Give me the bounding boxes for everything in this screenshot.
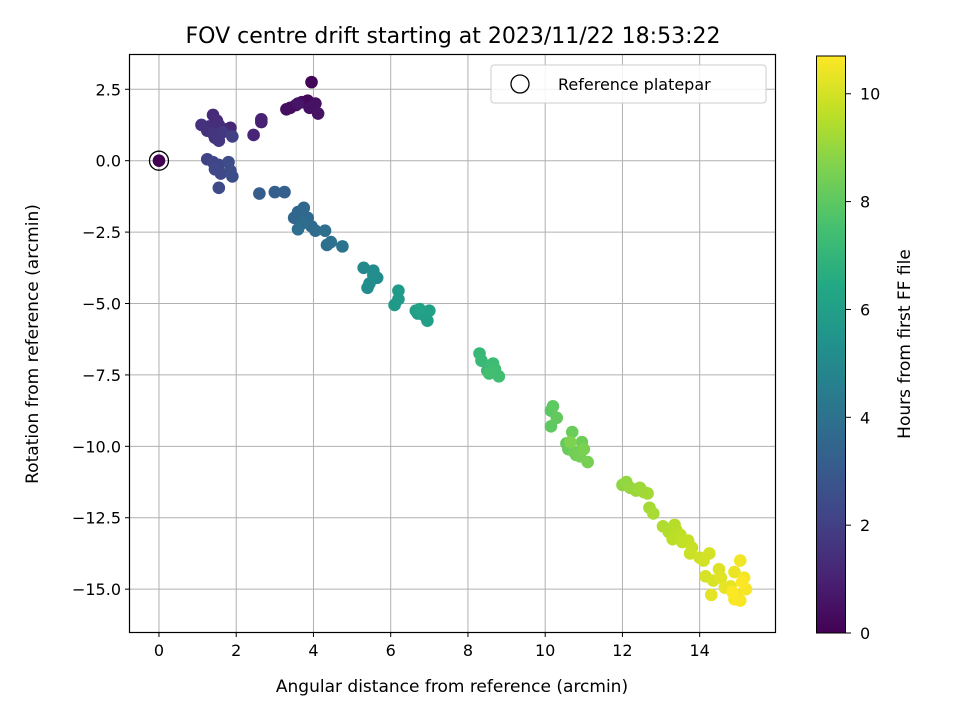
colorbar-tick-label: 0 bbox=[860, 624, 870, 643]
reference-platepar-circle bbox=[148, 150, 170, 171]
y-tick-label: −5.0 bbox=[82, 295, 121, 314]
data-point bbox=[703, 547, 716, 560]
x-tick-label: 8 bbox=[463, 641, 473, 660]
x-tick-label: 4 bbox=[308, 641, 318, 660]
y-tick-label: −12.5 bbox=[72, 509, 121, 528]
data-point bbox=[728, 565, 741, 579]
data-point bbox=[726, 585, 739, 599]
x-tick-label: 0 bbox=[154, 641, 164, 660]
data-point bbox=[280, 102, 293, 116]
legend: Reference platepar bbox=[490, 64, 767, 104]
data-point bbox=[563, 435, 577, 449]
data-point bbox=[278, 185, 291, 199]
data-point bbox=[581, 455, 594, 469]
colorbar-tick-label: 4 bbox=[860, 408, 870, 427]
y-tick-label: 2.5 bbox=[96, 80, 121, 99]
colorbar-tick-label: 6 bbox=[860, 300, 870, 319]
data-point bbox=[683, 547, 697, 560]
data-point bbox=[714, 571, 728, 585]
data-point bbox=[704, 588, 718, 602]
x-tick-label: 12 bbox=[612, 641, 632, 660]
data-point bbox=[357, 261, 370, 275]
data-point bbox=[647, 507, 660, 520]
y-axis-label: Rotation from reference (arcmin) bbox=[23, 204, 43, 484]
data-point bbox=[214, 167, 228, 180]
data-point bbox=[309, 97, 322, 110]
y-axis-ticks: 2.5 0.0 −2.5 −5.0 −7.5 −10.0 −12.5 −15.0 bbox=[72, 80, 130, 599]
data-point bbox=[309, 224, 322, 237]
data-point bbox=[421, 314, 434, 327]
data-point bbox=[392, 284, 405, 297]
grid-lines bbox=[130, 55, 775, 632]
y-tick-label: −2.5 bbox=[82, 223, 121, 242]
data-points bbox=[195, 75, 753, 607]
data-point bbox=[297, 201, 311, 215]
data-point bbox=[482, 367, 496, 380]
data-point bbox=[226, 130, 239, 143]
data-point bbox=[226, 170, 239, 183]
colorbar bbox=[816, 55, 846, 634]
y-tick-label: −15.0 bbox=[72, 580, 121, 599]
colorbar-label: Hours from first FF file bbox=[895, 249, 915, 439]
chart-title: FOV centre drift starting at 2023/11/22 … bbox=[186, 24, 721, 49]
data-point bbox=[268, 185, 282, 199]
x-tick-label: 6 bbox=[386, 641, 396, 660]
x-tick-label: 2 bbox=[231, 641, 241, 660]
data-point bbox=[733, 554, 747, 567]
data-point bbox=[641, 487, 654, 500]
data-point bbox=[423, 304, 436, 317]
data-point bbox=[291, 97, 305, 110]
data-point bbox=[255, 115, 268, 129]
data-point bbox=[216, 125, 229, 139]
data-point bbox=[367, 268, 380, 282]
colorbar-tick-label: 10 bbox=[860, 85, 880, 104]
data-point bbox=[253, 187, 266, 200]
data-point bbox=[546, 400, 560, 413]
data-point bbox=[212, 181, 226, 195]
plot-frame bbox=[128, 53, 777, 634]
data-point bbox=[550, 411, 564, 425]
x-axis-label: Angular distance from reference (arcmin) bbox=[276, 677, 628, 697]
data-point bbox=[247, 128, 260, 142]
colorbar-tick-label: 2 bbox=[860, 516, 870, 535]
data-point bbox=[305, 75, 318, 89]
data-point bbox=[565, 425, 579, 439]
legend-box bbox=[490, 64, 767, 104]
y-tick-label: 0.0 bbox=[96, 152, 121, 171]
data-point bbox=[324, 235, 338, 249]
x-axis-ticks: 0 2 4 6 8 10 12 14 bbox=[154, 632, 710, 660]
y-tick-label: −10.0 bbox=[72, 437, 121, 456]
data-point bbox=[492, 370, 506, 383]
x-tick-label: 10 bbox=[535, 641, 555, 660]
colorbar-ticks: 0 2 4 6 8 10 bbox=[846, 85, 880, 643]
data-point bbox=[735, 575, 749, 589]
data-point bbox=[413, 302, 426, 316]
y-tick-label: −7.5 bbox=[82, 366, 121, 385]
legend-marker-open-circle bbox=[510, 74, 530, 94]
data-point bbox=[311, 107, 325, 120]
data-point bbox=[361, 281, 374, 295]
data-point bbox=[577, 442, 591, 456]
reference-point-fill bbox=[152, 154, 166, 167]
x-tick-label: 14 bbox=[690, 641, 710, 660]
data-point bbox=[336, 240, 349, 253]
legend-label: Reference platepar bbox=[558, 75, 711, 94]
colorbar-tick-label: 8 bbox=[860, 193, 870, 212]
reference-marker bbox=[148, 150, 170, 171]
data-point bbox=[318, 224, 332, 237]
data-point bbox=[475, 354, 488, 367]
data-point bbox=[291, 222, 305, 236]
